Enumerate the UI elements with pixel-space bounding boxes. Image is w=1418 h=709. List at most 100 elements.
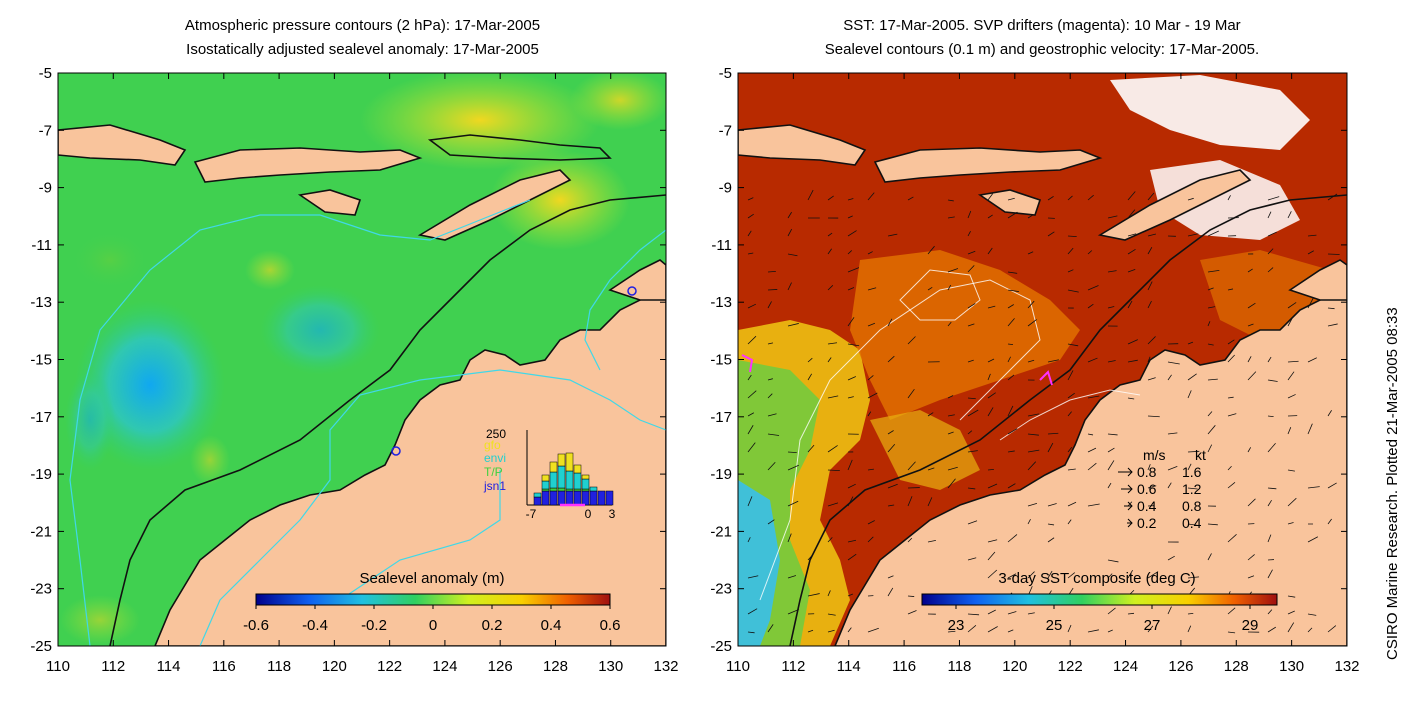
velocity-arrow bbox=[847, 553, 857, 561]
velocity-arrow bbox=[807, 189, 814, 201]
velocity-arrow bbox=[747, 608, 758, 615]
left-high-anomaly-blob bbox=[245, 250, 295, 290]
lon-tick-label: 124 bbox=[432, 658, 457, 675]
colorbar-tick-label: 27 bbox=[1144, 617, 1161, 634]
velocity-key-ms: 0.4 bbox=[1137, 498, 1157, 514]
inset-bar-segment bbox=[541, 480, 550, 490]
velocity-key-ms: 0.2 bbox=[1137, 515, 1157, 531]
velocity-arrow bbox=[1207, 321, 1211, 327]
velocity-arrow bbox=[1167, 482, 1172, 489]
left-axes: -5 -7 -9 -11 -13 -15 -17 -19 -21 -23 -25 110 112 114 1… bbox=[30, 65, 678, 675]
lon-tick-label: 132 bbox=[1334, 658, 1359, 675]
inset-bar-segment bbox=[573, 488, 582, 492]
lon-tick-label: 118 bbox=[947, 658, 971, 675]
velocity-arrow bbox=[827, 629, 835, 633]
velocity-arrow bbox=[987, 483, 998, 489]
inset-bar-segment bbox=[573, 472, 582, 490]
lat-tick-label: -15 bbox=[30, 352, 52, 369]
lon-tick-label: 126 bbox=[1168, 658, 1193, 675]
velocity-arrow bbox=[967, 265, 975, 273]
velocity-arrow bbox=[1107, 433, 1118, 436]
velocity-arrow bbox=[887, 575, 894, 579]
velocity-arrow bbox=[907, 537, 913, 543]
velocity-arrow bbox=[1227, 466, 1232, 471]
left-low-anomaly-blob bbox=[65, 370, 115, 470]
inset-x-label: -7 bbox=[526, 507, 537, 521]
velocity-arrow bbox=[747, 197, 754, 201]
left-high-anomaly-blob bbox=[360, 73, 600, 170]
velocity-key-arrowhead bbox=[1127, 501, 1133, 511]
velocity-arrow bbox=[887, 318, 893, 327]
velocity-arrow bbox=[807, 444, 815, 453]
velocity-arrow bbox=[947, 414, 955, 417]
velocity-arrow bbox=[987, 609, 996, 615]
left-title-line2: Isostatically adjusted sealevel anomaly:… bbox=[186, 41, 539, 58]
inset-bar-segment bbox=[581, 490, 590, 506]
velocity-arrow bbox=[1287, 522, 1294, 525]
velocity-arrow bbox=[1227, 631, 1236, 634]
velocity-arrow bbox=[1287, 497, 1297, 507]
velocity-arrow bbox=[987, 539, 998, 543]
velocity-arrow bbox=[787, 282, 792, 291]
velocity-arrow bbox=[1187, 576, 1200, 579]
left-australia-landmass bbox=[154, 289, 666, 646]
inset-bar-segment bbox=[541, 474, 550, 482]
velocity-arrow bbox=[787, 253, 798, 257]
velocity-arrow bbox=[1087, 250, 1093, 255]
velocity-arrow bbox=[1247, 323, 1254, 327]
velocity-arrow bbox=[967, 409, 979, 417]
inset-bar-segment bbox=[549, 461, 558, 473]
velocity-arrow bbox=[867, 322, 876, 327]
left-colorbar-scale bbox=[255, 593, 611, 606]
inset-bar-segment bbox=[605, 490, 614, 506]
left-shelf-break-contour bbox=[109, 194, 666, 646]
velocity-arrow bbox=[1007, 374, 1015, 381]
velocity-arrow bbox=[967, 230, 971, 237]
velocity-arrow bbox=[1267, 609, 1273, 615]
velocity-arrow bbox=[947, 466, 958, 471]
velocity-arrow bbox=[1207, 378, 1218, 381]
velocity-arrow bbox=[827, 469, 840, 472]
velocity-arrow bbox=[1087, 462, 1097, 471]
velocity-arrow bbox=[887, 355, 895, 363]
inset-bar-segment bbox=[573, 464, 582, 474]
velocity-arrow bbox=[1307, 297, 1314, 309]
velocity-arrow bbox=[1027, 359, 1035, 363]
lat-tick-label: -15 bbox=[710, 352, 732, 369]
velocity-arrow bbox=[767, 433, 780, 436]
velocity-arrow bbox=[967, 625, 977, 633]
velocity-arrow bbox=[1087, 194, 1094, 201]
velocity-arrow bbox=[1307, 250, 1314, 255]
lat-tick-label: -19 bbox=[710, 466, 732, 483]
velocity-arrow bbox=[987, 373, 991, 381]
colorbar-tick-label: 0.4 bbox=[541, 617, 562, 634]
velocity-arrow bbox=[1107, 215, 1118, 219]
velocity-arrow bbox=[1007, 318, 1015, 327]
velocity-arrow bbox=[767, 270, 776, 273]
velocity-arrow bbox=[1307, 613, 1317, 616]
velocity-arrow bbox=[1327, 518, 1332, 525]
velocity-arrow bbox=[967, 359, 974, 363]
velocity-arrow bbox=[1087, 285, 1099, 291]
inset-legend-tp: T/P bbox=[484, 465, 503, 479]
lat-tick-label: -17 bbox=[710, 409, 732, 426]
left-high-anomaly-blob bbox=[190, 435, 230, 485]
velocity-arrow bbox=[1267, 211, 1272, 219]
lon-tick-label: 112 bbox=[101, 658, 125, 675]
lon-tick-label: 118 bbox=[267, 658, 291, 675]
velocity-arrow bbox=[1247, 371, 1257, 381]
velocity-arrow bbox=[1307, 627, 1313, 633]
velocity-arrow bbox=[767, 289, 778, 291]
velocity-arrow bbox=[907, 461, 916, 471]
velocity-arrow bbox=[947, 216, 955, 219]
velocity-arrow bbox=[747, 213, 754, 219]
velocity-arrow bbox=[1027, 319, 1037, 327]
velocity-arrow bbox=[987, 214, 993, 219]
velocity-arrow bbox=[867, 251, 873, 255]
velocity-arrow bbox=[987, 407, 994, 417]
right-island-timor bbox=[1097, 169, 1252, 241]
velocity-arrow bbox=[1107, 270, 1117, 273]
velocity-arrow bbox=[1127, 339, 1138, 345]
velocity-arrow bbox=[767, 624, 774, 633]
inset-bar-segment bbox=[581, 474, 590, 480]
